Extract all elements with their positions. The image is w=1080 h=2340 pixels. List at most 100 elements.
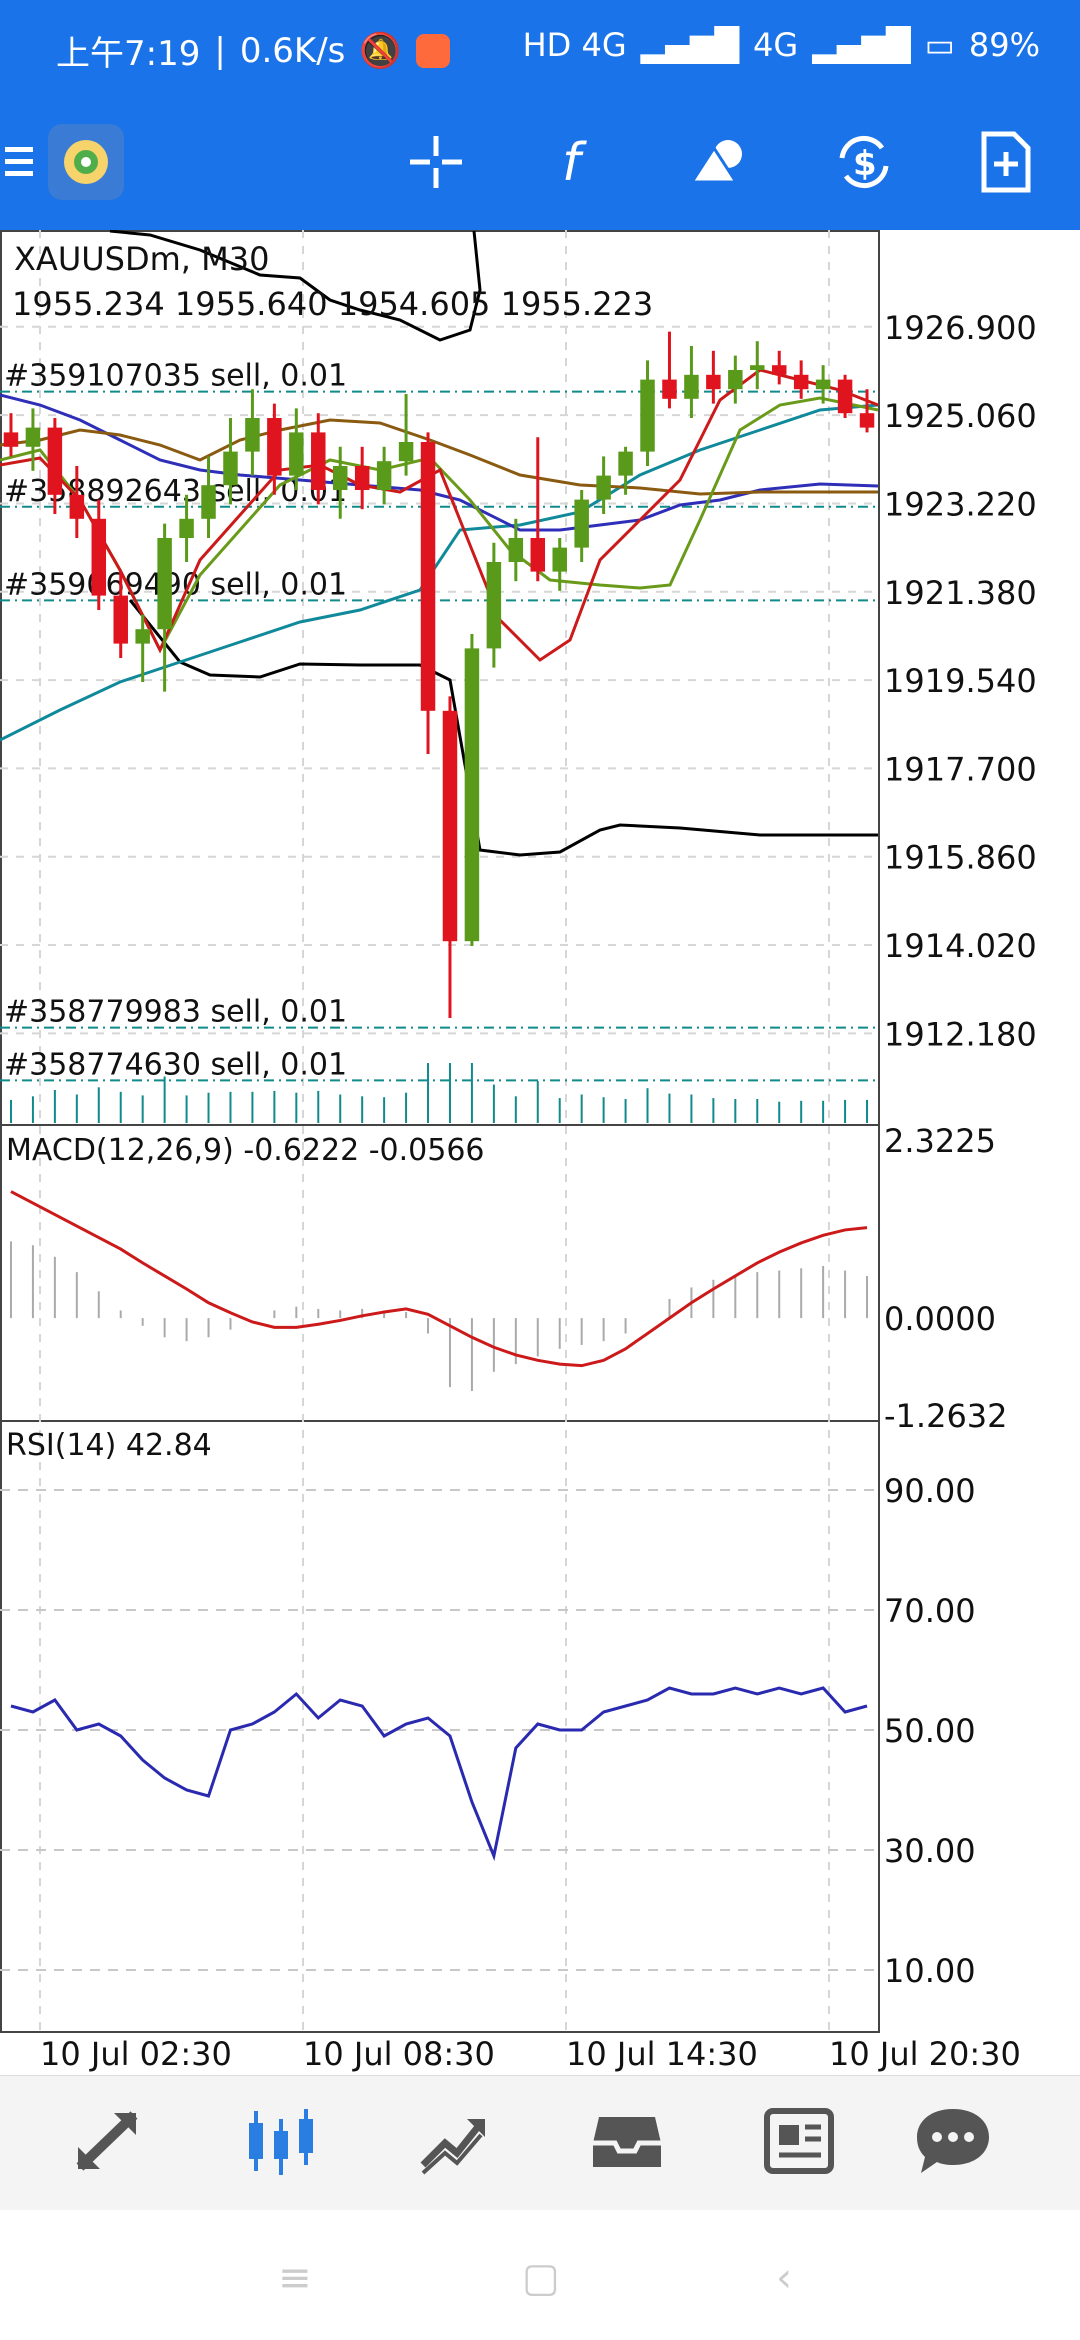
chart-area[interactable]: #359107035 sell, 0.01 #358892643 sell, 0.… [0,229,1080,2075]
home-icon[interactable]: ▢ [522,2255,560,2301]
chat-bubble-icon [917,2109,989,2173]
moving-averages [0,368,879,742]
system-navigation-bar: ≡ ▢ ‹ [0,2210,1080,2340]
inbox-tray-icon [593,2117,661,2167]
new-order-icon[interactable] [966,122,1046,202]
mute-icon: 🔕 [359,30,402,71]
candle-body [25,427,41,447]
objects-icon[interactable] [680,122,760,202]
status-divider: | [214,30,226,71]
macd-panel-frame [0,1124,880,1422]
candle-body [750,365,765,370]
candle-body [420,442,436,711]
candle-body [815,379,831,390]
metatrader-logo-icon[interactable] [46,122,126,202]
battery-icon: ▭ [924,26,955,64]
order-label: #358779983 sell, 0.01 [4,995,347,1030]
price-tick-label: 1915.860 [884,839,1037,877]
dollar-refresh-icon[interactable]: $ [824,122,904,202]
candle-body [530,538,546,572]
time-tick-label: 10 Jul 08:30 [303,2035,495,2073]
candle-body [859,413,875,428]
app-notification-icon [415,33,450,68]
candle-body [728,370,743,390]
candle-body [771,365,787,375]
rsi-tick-label: 10.00 [884,1952,976,1990]
candle-body [245,418,260,452]
rsi-panel-frame [0,1420,880,2033]
back-icon[interactable]: ‹ [776,2255,792,2301]
candle-body [332,466,348,490]
macd-signal-line [10,1190,868,1368]
candle-body [552,547,567,572]
price-tick-label: 1923.220 [884,485,1037,523]
status-bar: 上午7:19 | 0.6K/s 🔕 HD 4G ▂▄▆█ 4G ▂▄▆█ ▭ 8… [0,0,1080,92]
quotes-tab[interactable] [63,2096,153,2186]
time-tick-label: 10 Jul 20:30 [829,2035,1021,2073]
price-tick-label: 1926.900 [884,309,1037,347]
candle-body [793,374,809,390]
candle-body [464,648,480,942]
bottom-navigation [0,2075,1080,2211]
newspaper-icon [764,2108,834,2174]
candle-body [508,538,524,562]
crosshair-icon[interactable] [396,122,476,202]
candle-body [837,379,853,414]
status-left: 上午7:19 | 0.6K/s 🔕 [56,26,450,75]
chart-tab[interactable] [236,2096,326,2186]
battery-level: 89% [968,26,1040,64]
rsi-tick-label: 90.00 [884,1472,976,1510]
price-tick-label: 1914.020 [884,927,1037,965]
indicators-icon[interactable]: f [538,122,618,202]
ma-blue-line [0,393,879,532]
candle-body [47,427,63,495]
symbol-timeframe: XAUUSDm, M30 [14,240,269,278]
price-tick-label: 1912.180 [884,1015,1037,1053]
time-tick-label: 10 Jul 02:30 [40,2035,232,2073]
ma-red-line [0,368,879,662]
candle-body [706,374,721,390]
menu-icon[interactable] [0,122,70,202]
rsi-tick-label: 70.00 [884,1592,976,1630]
rsi-line [10,1686,868,1862]
rsi-tick-label: 50.00 [884,1712,976,1750]
candle-body [3,432,19,447]
rsi-label: RSI(14) 42.84 [6,1428,212,1463]
candle-body [311,432,326,490]
network-4g-icon: 4G [753,26,799,64]
status-right: HD 4G ▂▄▆█ 4G ▂▄▆█ ▭ 89% [523,26,1040,64]
macd-tick-label: 2.3225 [884,1122,996,1160]
macd-tick-label: -1.2632 [884,1397,1008,1435]
candle-body [113,595,128,644]
candle-body [289,432,304,476]
trade-trend-icon [420,2119,485,2175]
history-tab[interactable] [582,2096,672,2186]
rsi-indicator [0,1489,878,1971]
trade-tab[interactable] [408,2096,498,2186]
macd-tick-label: 0.0000 [884,1300,996,1338]
candlestick-chart-icon [249,2109,313,2175]
candle-body [135,629,150,644]
candle-body [574,499,589,548]
candle-body [596,475,611,500]
candle-body [354,466,370,490]
recents-icon[interactable]: ≡ [278,2255,312,2301]
ohlc-readout: 1955.234 1955.640 1954.605 1955.223 [12,285,653,323]
candle-body [398,442,414,462]
candle-body [376,461,392,490]
axis-labels: 1926.900 1925.060 1923.220 1921.380 1919.540… [40,309,1037,2073]
price-tick-label: 1917.700 [884,750,1037,788]
messages-tab[interactable] [908,2096,998,2186]
tick-volume [9,1063,869,1123]
status-speed: 0.6K/s [239,30,346,71]
chart-svg[interactable]: #359107035 sell, 0.01#358892643 sell, 0.… [0,229,1080,2075]
svg-text:f: f [562,133,587,192]
candle-body [662,379,677,399]
news-tab[interactable] [754,2096,844,2186]
price-tick-label: 1919.540 [884,662,1037,700]
candlesticks [3,331,875,1018]
svg-text:$: $ [853,144,877,184]
candle-body [201,485,216,519]
chart-toolbar: f $ [0,92,1080,230]
grid-lines [0,230,878,2032]
